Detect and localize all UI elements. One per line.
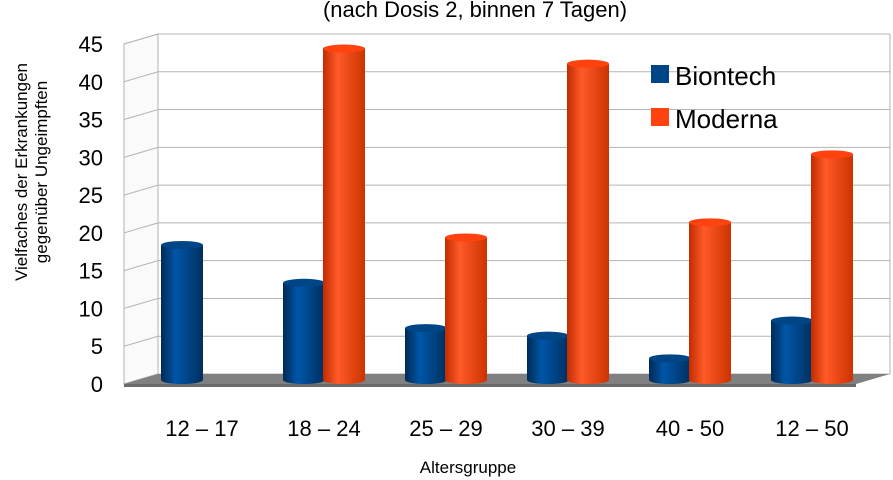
bar-top-moderna-4 — [689, 218, 731, 227]
bar-moderna-2 — [445, 237, 487, 384]
bar-biontech-4 — [649, 358, 691, 384]
bar-top-biontech-0 — [161, 241, 203, 249]
bar-biontech-3 — [527, 335, 569, 384]
bar-moderna-4 — [689, 222, 731, 384]
plot-area: 0 5 10 15 20 25 30 35 40 45 12 – 17 18 – 24 25 – 29 3… — [79, 32, 891, 441]
legend-label-biontech: Biontech — [675, 61, 776, 91]
y-axis-title: Vielfaches der Erkrankungen gegenüber Un… — [12, 63, 51, 281]
bar-biontech-5 — [771, 320, 813, 384]
x-tick-label: 30 – 39 — [531, 416, 604, 441]
bar-biontech-0 — [161, 245, 203, 384]
y-tick-label: 20 — [79, 221, 103, 246]
x-tick-label: 18 – 24 — [287, 416, 360, 441]
y-tick-label: 10 — [79, 296, 103, 321]
gridline-side — [123, 109, 159, 121]
bar-biontech-1 — [283, 282, 325, 384]
gridline-side — [123, 222, 159, 234]
y-tick-label: 40 — [79, 70, 103, 95]
bar-moderna-1 — [323, 48, 365, 385]
bar-top-biontech-1 — [283, 278, 325, 287]
legend-swatch-biontech — [651, 65, 669, 83]
x-tick-label: 40 - 50 — [656, 416, 725, 441]
legend-swatch-moderna — [651, 108, 669, 126]
bar-top-moderna-2 — [445, 233, 487, 242]
y-axis-title-line-2: gegenüber Ungeimpften — [32, 81, 51, 263]
legend: Biontech Moderna — [651, 61, 778, 134]
back-wall — [158, 34, 890, 374]
x-tick-label: 25 – 29 — [409, 416, 482, 441]
gridline-side — [123, 71, 159, 83]
floor-front-edge — [124, 384, 856, 387]
bar-top-biontech-5 — [771, 316, 813, 325]
bar-top-biontech-3 — [527, 331, 569, 340]
x-tick-label: 12 – 17 — [165, 416, 238, 441]
bar-biontech-2 — [405, 328, 447, 384]
legend-label-moderna: Moderna — [675, 104, 778, 134]
y-tick-label: 25 — [79, 183, 103, 208]
bar-top-moderna-1 — [323, 44, 365, 53]
y-tick-label: 35 — [79, 108, 103, 133]
chart-title: (nach Dosis 2, binnen 7 Tagen) — [323, 0, 627, 22]
gridline-side — [123, 33, 159, 45]
gridline-side — [123, 297, 159, 309]
bar-moderna-3 — [567, 63, 609, 385]
side-wall — [123, 33, 159, 385]
y-tick-label: 30 — [79, 145, 103, 170]
bar-top-moderna-5 — [811, 150, 853, 159]
bar-top-biontech-4 — [649, 354, 691, 363]
y-axis-title-line-1: Vielfaches der Erkrankungen — [12, 63, 31, 281]
x-tick-label: 12 – 50 — [775, 416, 848, 441]
y-tick-label: 0 — [91, 372, 103, 397]
y-tick-label: 45 — [79, 32, 103, 57]
bar-top-moderna-3 — [567, 59, 609, 68]
bar-top-biontech-2 — [405, 324, 447, 333]
gridline-side — [123, 335, 159, 347]
gridline-side — [123, 184, 159, 196]
y-tick-label: 5 — [91, 334, 103, 359]
y-tick-label: 15 — [79, 259, 103, 284]
gridline-side — [123, 146, 159, 158]
bar-moderna-5 — [811, 154, 853, 384]
gridline-side — [123, 260, 159, 272]
x-axis-title: Altersgruppe — [420, 458, 516, 477]
